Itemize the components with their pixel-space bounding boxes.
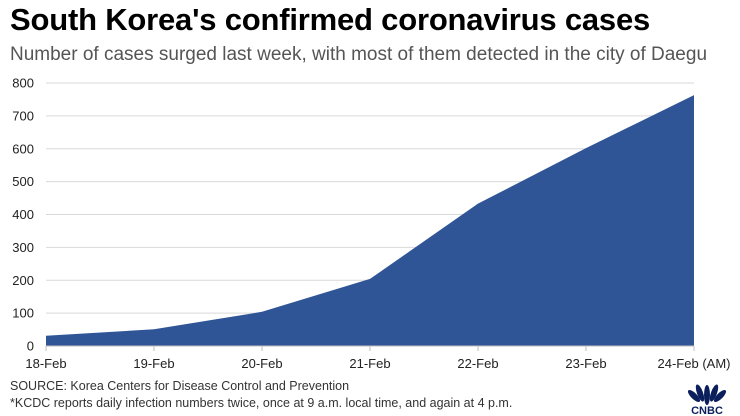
x-tick-label: 21-Feb	[349, 356, 390, 371]
x-tick-label: 20-Feb	[241, 356, 282, 371]
area-series	[46, 95, 694, 346]
x-tick-label: 19-Feb	[133, 356, 174, 371]
y-tick-label: 400	[12, 207, 34, 222]
y-tick-label: 0	[27, 339, 34, 354]
y-tick-label: 100	[12, 306, 34, 321]
y-tick-label: 700	[12, 108, 34, 123]
y-tick-label: 800	[12, 76, 34, 91]
x-tick-label: 18-Feb	[25, 356, 66, 371]
logo-text: CNBC	[691, 405, 723, 416]
x-tick-label: 24-Feb (AM)	[658, 356, 731, 371]
cnbc-logo: CNBC	[687, 384, 727, 416]
footnote: *KCDC reports daily infection numbers tw…	[10, 396, 513, 410]
y-tick-label: 200	[12, 273, 34, 288]
y-tick-label: 300	[12, 240, 34, 255]
y-tick-label: 500	[12, 174, 34, 189]
chart-title: South Korea's confirmed coronavirus case…	[10, 2, 651, 37]
x-tick-label: 22-Feb	[457, 356, 498, 371]
x-tick-label: 23-Feb	[565, 356, 606, 371]
chart-subtitle: Number of cases surged last week, with m…	[10, 44, 708, 65]
y-tick-label: 600	[12, 141, 34, 156]
source-note: SOURCE: Korea Centers for Disease Contro…	[10, 379, 350, 393]
